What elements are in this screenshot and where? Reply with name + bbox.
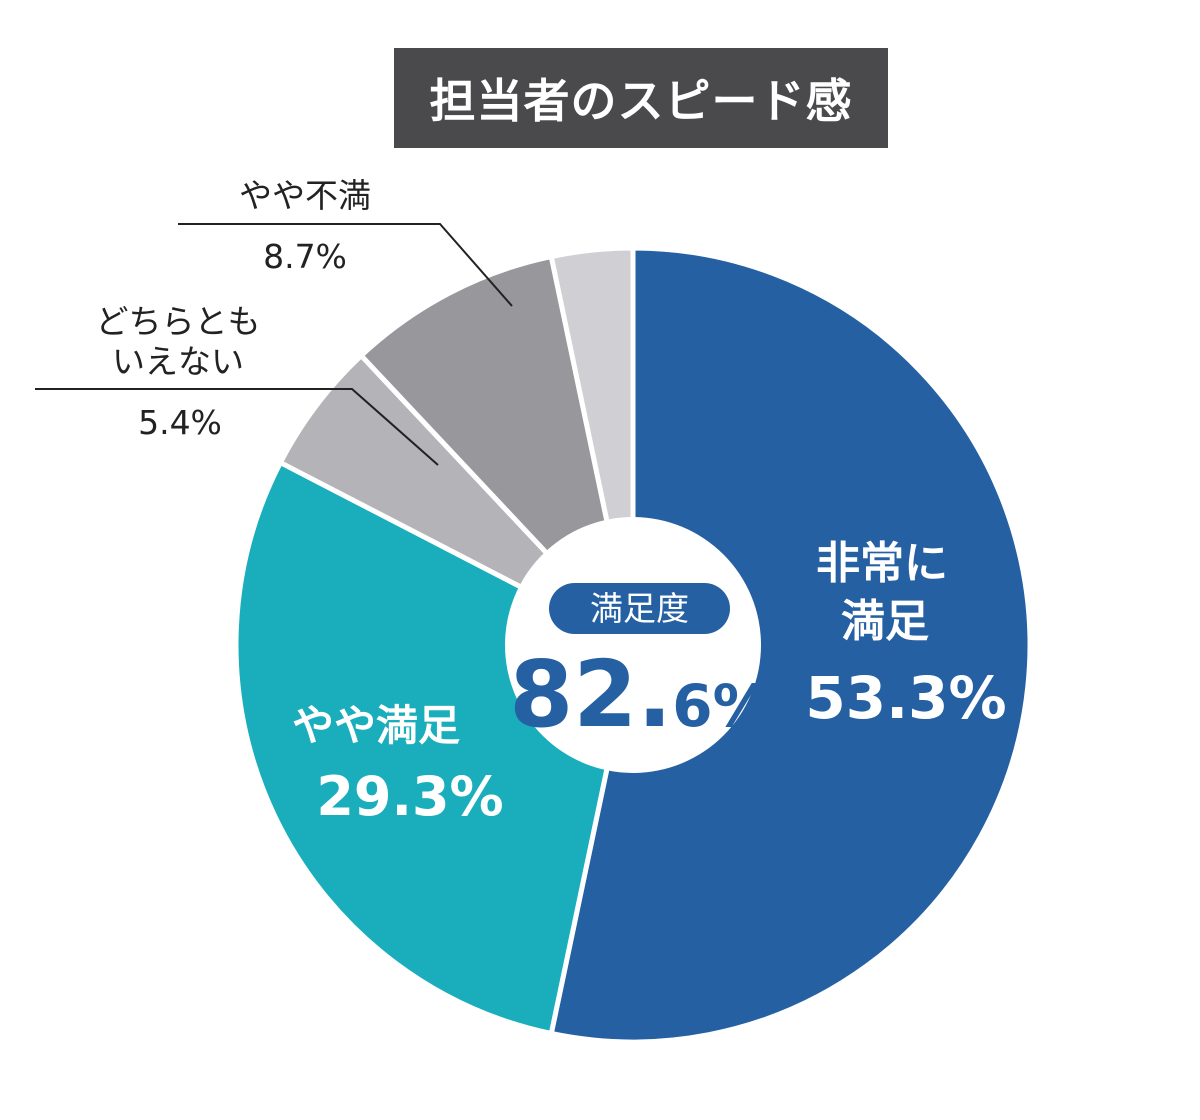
- slice-value-somewhat-dissatisfied: 8.7%: [263, 237, 347, 276]
- center-badge-text: 満足度: [590, 589, 689, 628]
- slice-label-somewhat-satisfied: やや満足: [292, 701, 460, 750]
- leader-line-somewhat-dissatisfied: [178, 223, 513, 307]
- slice-label-somewhat-dissatisfied: やや不満: [239, 176, 371, 215]
- donut-hole: [505, 517, 761, 773]
- slice-value-neutral: 5.4%: [138, 403, 222, 442]
- center-value: 82.6%: [509, 641, 770, 748]
- slice-label-neutral-line1: どちらとも: [96, 302, 261, 341]
- slice-label-very-satisfied-line2: 満足: [841, 596, 929, 647]
- slice-value-very-satisfied: 53.3%: [805, 664, 1006, 732]
- center-value-big: 82.: [509, 641, 672, 748]
- slice-label-very-satisfied-line1: 非常に: [816, 538, 948, 589]
- center-badge: [549, 583, 730, 634]
- slice-label-neutral-line2: いえない: [112, 342, 244, 381]
- leader-line-neutral: [35, 388, 439, 466]
- chart-title: 担当者のスピード感: [394, 48, 888, 148]
- center-value-small: 6%: [672, 672, 770, 740]
- slice-very-satisfied: [548, 245, 1033, 1045]
- slice-value-somewhat-satisfied: 29.3%: [316, 765, 503, 828]
